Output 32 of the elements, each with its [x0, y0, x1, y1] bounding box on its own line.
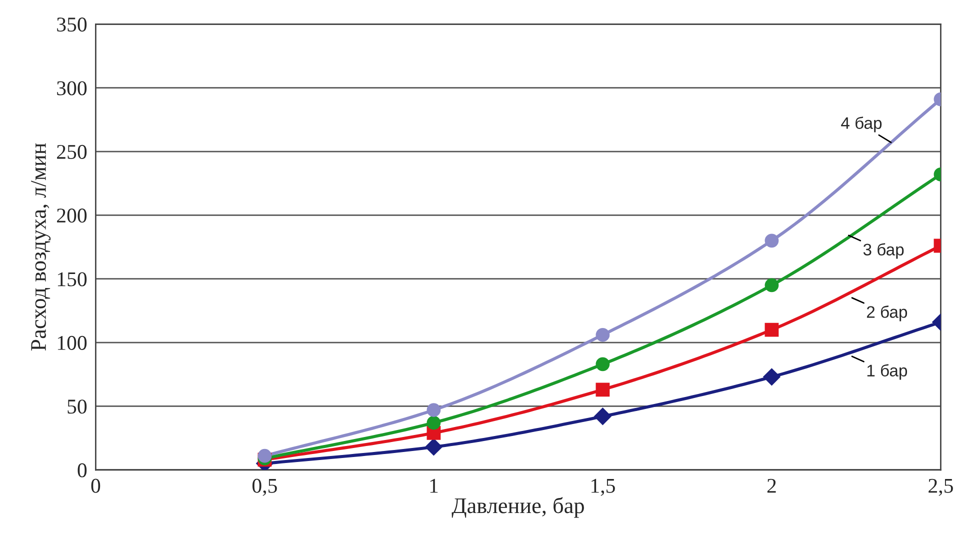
x-tick-label: 2,5 [928, 478, 953, 496]
point [426, 403, 441, 417]
y-tick-label: 150 [58, 272, 87, 286]
x-tick-label: 0 [91, 478, 100, 493]
x-tick-label: 0,5 [252, 478, 277, 496]
x-axis-title: Давление, бар [452, 497, 584, 518]
annotation: 1 бар [867, 364, 908, 380]
annotation: 3 бар [863, 243, 904, 259]
point [763, 368, 780, 386]
annotation: 2 бар [866, 306, 908, 322]
point [426, 416, 441, 430]
point [596, 382, 610, 397]
y-tick-label: 0 [78, 463, 87, 478]
y-tick-label: 50 [68, 400, 87, 414]
point [596, 357, 610, 372]
point [596, 328, 610, 342]
y-tick-label: 250 [57, 144, 87, 159]
point [258, 448, 272, 463]
x-tick-label: 1,5 [592, 478, 615, 496]
annotation: 4 бар [841, 116, 882, 132]
x-tick-label: 2 [767, 478, 776, 493]
x-tick-label: 1 [430, 478, 438, 493]
y-tick-label: 100 [58, 336, 87, 350]
y-axis-title: Расход воздуха, л/мин [31, 143, 51, 351]
y-tick-label: 350 [57, 18, 87, 32]
point [425, 438, 442, 456]
point [764, 322, 779, 337]
y-tick-label: 200 [57, 208, 87, 223]
point [764, 234, 779, 248]
point [594, 408, 612, 425]
point [764, 278, 779, 292]
y-tick-label: 300 [57, 81, 87, 96]
